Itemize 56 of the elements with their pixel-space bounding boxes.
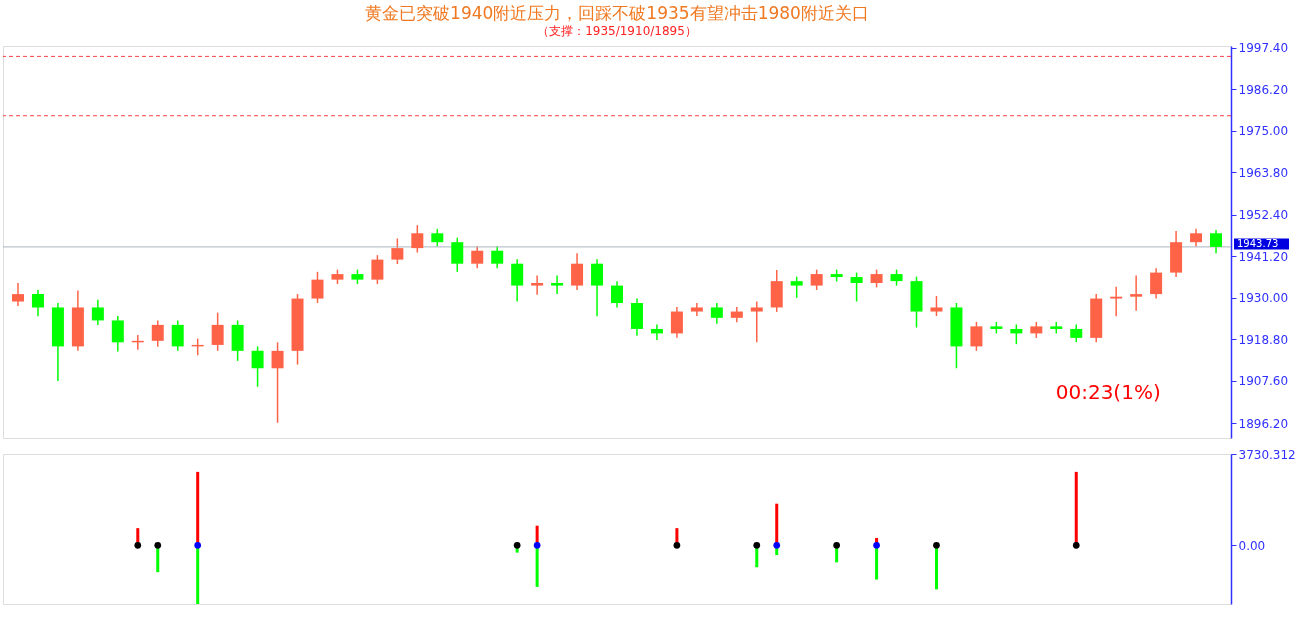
bar [535,545,539,587]
candlestick [211,311,224,352]
candlestick [611,280,623,309]
candlestick [650,323,663,341]
candlestick [571,252,584,291]
candlestick [930,295,943,317]
candlestick [311,271,324,304]
bar [196,545,200,604]
candlestick [551,274,564,295]
candlestick [151,319,164,348]
ref-line-label: 1943.73 [1237,237,1279,249]
y-tick-label: 1963.80 [1238,165,1289,180]
annotation: 00:23(1%) [1055,379,1161,404]
candlestick [171,319,184,352]
candlestick [251,345,264,388]
candlestick [511,258,524,303]
y-tick-label: 3730.312 [1238,447,1296,462]
chart-subtitle: （支撑：1935/1910/1895） [537,23,697,38]
candlestick [111,315,124,353]
candlestick [391,237,404,265]
candlestick [11,282,24,307]
candlestick [531,274,544,296]
y-tick-label: 1907.60 [1238,374,1289,389]
candlestick [810,268,823,291]
candlestick [451,236,464,273]
candlestick [750,300,763,344]
y-tick-label: 1941.20 [1238,249,1289,264]
candlestick [850,271,863,303]
y-tick-label: 1952.40 [1238,208,1289,223]
candlestick [271,341,284,424]
y-tick-label: 1986.20 [1238,82,1289,97]
y-tick-label: 1997.40 [1238,41,1289,56]
bar [875,545,879,580]
candlestick [1150,267,1163,300]
candlestick [1130,274,1143,312]
y-tick-label: 1930.00 [1238,291,1289,306]
candlestick [91,298,104,326]
candlestick [31,288,44,318]
candlestick [1210,229,1223,255]
candlestick [471,245,484,269]
candlestick [710,302,723,325]
candlestick [790,275,803,299]
candlestick [1110,285,1123,318]
y-tick-label: 1975.00 [1238,124,1289,139]
candlestick [591,258,604,318]
y-tick-label: 0.00 [1238,538,1266,553]
chart-title: 黄金已突破1940附近压力，回踩不破1935有望冲击1980附近关口 [365,2,869,23]
candlestick [670,306,683,339]
candlestick [970,321,983,352]
candlestick [411,224,424,254]
candlestick [1010,323,1023,345]
candlestick [491,245,504,269]
candlestick [371,254,384,285]
y-tick-label: 1896.20 [1238,416,1289,431]
bar [934,545,938,590]
y-tick-label: 1918.80 [1238,332,1289,347]
